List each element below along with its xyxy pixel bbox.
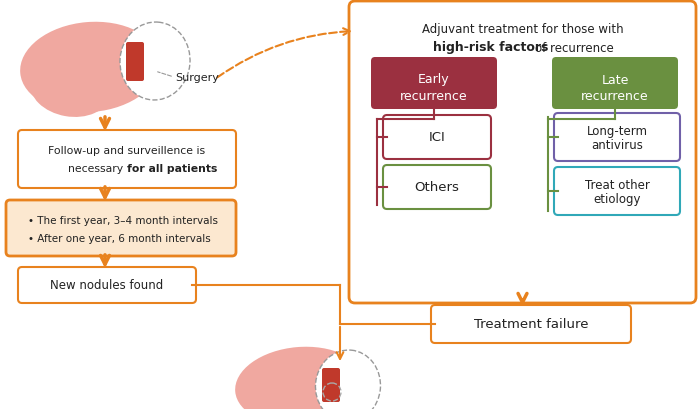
- Ellipse shape: [20, 23, 160, 113]
- Text: Treatment failure: Treatment failure: [474, 318, 588, 331]
- Text: Others: Others: [414, 181, 459, 194]
- FancyBboxPatch shape: [349, 2, 696, 303]
- Text: necessary: necessary: [69, 164, 127, 173]
- FancyBboxPatch shape: [383, 116, 491, 160]
- Text: Surgery: Surgery: [175, 73, 219, 83]
- Text: etiology: etiology: [594, 193, 641, 206]
- Text: Late: Late: [601, 73, 629, 86]
- FancyBboxPatch shape: [322, 368, 340, 402]
- FancyBboxPatch shape: [552, 58, 678, 110]
- Text: New nodules found: New nodules found: [50, 279, 164, 292]
- Text: recurrence: recurrence: [400, 89, 468, 102]
- FancyBboxPatch shape: [383, 166, 491, 209]
- Text: for all patients: for all patients: [127, 164, 218, 173]
- Text: antivirus: antivirus: [591, 139, 643, 152]
- FancyBboxPatch shape: [554, 114, 680, 162]
- Text: high-risk factors: high-risk factors: [433, 41, 548, 54]
- Text: Early: Early: [418, 73, 450, 86]
- Text: of recurrence: of recurrence: [535, 41, 614, 54]
- FancyBboxPatch shape: [126, 43, 144, 82]
- Text: Follow-up and surveillence is: Follow-up and surveillence is: [48, 146, 206, 155]
- Text: • After one year, 6 month intervals: • After one year, 6 month intervals: [28, 234, 211, 243]
- Text: ICI: ICI: [428, 131, 445, 144]
- Ellipse shape: [316, 350, 381, 409]
- Ellipse shape: [235, 347, 365, 409]
- FancyBboxPatch shape: [18, 267, 196, 303]
- FancyBboxPatch shape: [6, 200, 236, 256]
- Text: Treat other: Treat other: [584, 179, 650, 192]
- Text: recurrence: recurrence: [581, 89, 649, 102]
- Text: • The first year, 3–4 month intervals: • The first year, 3–4 month intervals: [28, 216, 218, 225]
- Ellipse shape: [248, 377, 322, 409]
- FancyBboxPatch shape: [554, 168, 680, 216]
- FancyBboxPatch shape: [18, 131, 236, 189]
- Text: Adjuvant treatment for those with: Adjuvant treatment for those with: [421, 23, 623, 36]
- Text: Long-term: Long-term: [587, 125, 648, 138]
- FancyBboxPatch shape: [371, 58, 497, 110]
- Ellipse shape: [30, 62, 110, 118]
- Ellipse shape: [120, 23, 190, 101]
- FancyBboxPatch shape: [431, 305, 631, 343]
